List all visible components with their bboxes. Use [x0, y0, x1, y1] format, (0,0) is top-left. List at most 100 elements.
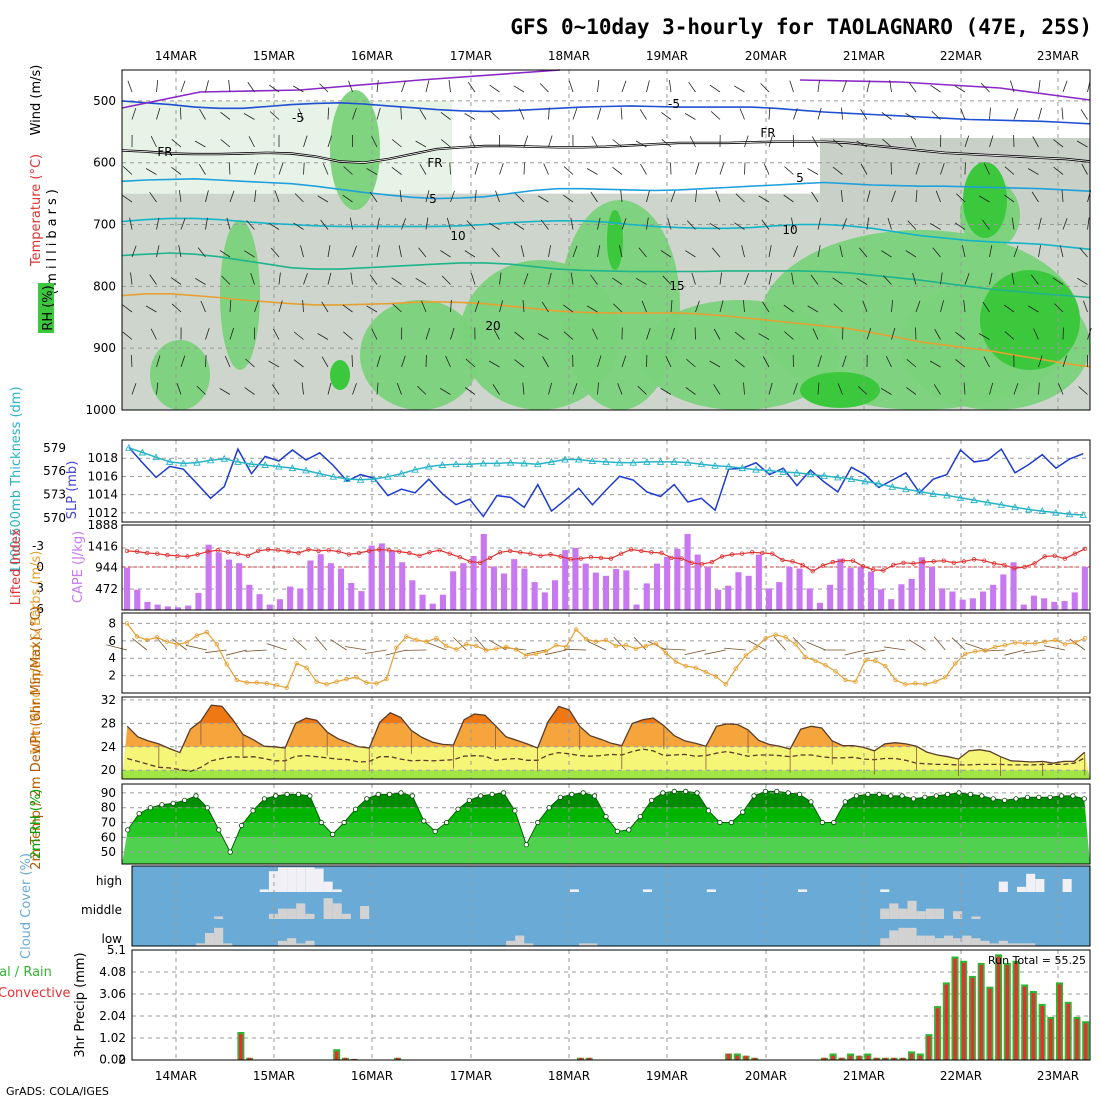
thickness-point [534, 460, 542, 468]
wind-barb [245, 358, 255, 368]
rh2m-point [967, 791, 974, 798]
wind-barb [887, 217, 892, 230]
wind-barb [464, 113, 476, 120]
wind-barb [743, 300, 745, 313]
wind-barb [1004, 166, 1015, 175]
wind-barb [321, 356, 329, 368]
lifted-index-point [124, 548, 130, 554]
thickness-point [397, 469, 406, 477]
wind-barb [343, 166, 353, 175]
wind-barb [399, 190, 402, 203]
wind-barb [983, 356, 990, 368]
axis-tick-label: 28 [101, 716, 116, 730]
rh2m-point [307, 793, 313, 799]
wind-barb [940, 300, 944, 313]
wind-barb [499, 272, 502, 285]
wind-barb [219, 250, 231, 258]
axis-tick-label: 700 [93, 218, 116, 232]
wind10m-barb [663, 648, 686, 651]
wind-barb [440, 139, 451, 148]
wind-barb [984, 163, 990, 175]
wind10m-point [1032, 641, 1038, 646]
cloud-bar-low [907, 927, 917, 946]
wind-barb [817, 107, 822, 120]
wind10m-point [364, 680, 369, 685]
rh2m-point [751, 793, 757, 799]
lifted-index-point [397, 549, 402, 554]
lifted-index-point [618, 551, 624, 556]
wind-barb [156, 245, 160, 258]
wind10m-point [643, 643, 649, 649]
wind-barb [665, 355, 672, 368]
wind-barb [170, 277, 182, 285]
cloud-bar-low [971, 938, 981, 946]
precip-convective-bar [1040, 1006, 1044, 1060]
date-label-bottom: 17MAR [450, 1069, 492, 1083]
wind-barb [662, 275, 672, 285]
wind-barb [684, 113, 696, 120]
wind-barb [866, 80, 871, 93]
wind-barb [369, 191, 378, 203]
wind10m-point [1052, 637, 1058, 643]
wind-barb [499, 162, 504, 175]
cape-bar [786, 566, 793, 610]
wind10m-barb [792, 637, 806, 651]
cape-bar [613, 569, 620, 610]
rh-green-blob [330, 90, 380, 210]
wind-barb [1058, 383, 1064, 395]
thickness-point [943, 491, 951, 499]
cape-bar [1000, 574, 1007, 610]
wind10m-point [803, 655, 808, 660]
thickness-point [847, 475, 856, 482]
wind-barb [180, 107, 182, 120]
wind-barb [302, 299, 304, 313]
wind-barb [474, 300, 480, 313]
contour-label: -5 [292, 111, 304, 125]
thickness-point [983, 498, 992, 506]
temp-grid [122, 697, 1090, 779]
date-label-top: 20MAR [745, 49, 787, 63]
wind-barb [228, 80, 231, 93]
lifted-index-point [225, 550, 231, 555]
cloud-bar-high [296, 867, 306, 892]
top-date-axis: 14MAR 15MAR 16MAR 17MAR 18MAR 19MAR 20MAR 21MAR… [155, 49, 1079, 63]
wind10m-barb [951, 637, 966, 651]
wind10m-barb [908, 639, 926, 651]
axis-tick-label: -3 [32, 539, 44, 553]
wind-barb [768, 245, 772, 258]
wind-barb [744, 162, 746, 175]
wind-barb [421, 300, 427, 313]
wind10m-barb [1069, 638, 1086, 651]
wind10m-point [893, 677, 898, 683]
wind-barb [563, 166, 574, 175]
wind-barb [488, 360, 500, 368]
cape-bar [674, 548, 681, 610]
wind10m-barb [453, 637, 467, 651]
wind-barb [220, 139, 231, 148]
wind-barb [327, 382, 332, 395]
wind10m-point [444, 643, 449, 649]
lifted-index-point [1082, 546, 1088, 551]
wind-barb [268, 84, 280, 93]
cape-li-panel: -3 0 3 6 472 944 1416 1888 Lifted Index CAPE (J… [9, 518, 1091, 616]
wind10m-barb [684, 649, 706, 655]
wind-barb [989, 272, 993, 285]
wind-barb [439, 388, 451, 395]
wind-barb [1062, 218, 1068, 230]
wind-barb [254, 300, 259, 313]
wind-barb [1011, 217, 1015, 230]
wind10m-point [993, 644, 998, 650]
cape-bar [980, 591, 987, 610]
cloud-bar-low [214, 927, 224, 946]
thickness-point [670, 457, 678, 465]
thickness-point [193, 458, 201, 466]
lifted-index-point [1042, 554, 1047, 559]
wind-barb [660, 250, 672, 258]
cape-bar [389, 551, 396, 610]
isotherm-line [121, 100, 1091, 125]
wind-barb [1038, 80, 1041, 93]
thickness-point [452, 460, 460, 468]
cloud-bar-high [314, 868, 324, 892]
wind-barb [415, 277, 427, 285]
wind-barb [1027, 168, 1039, 175]
